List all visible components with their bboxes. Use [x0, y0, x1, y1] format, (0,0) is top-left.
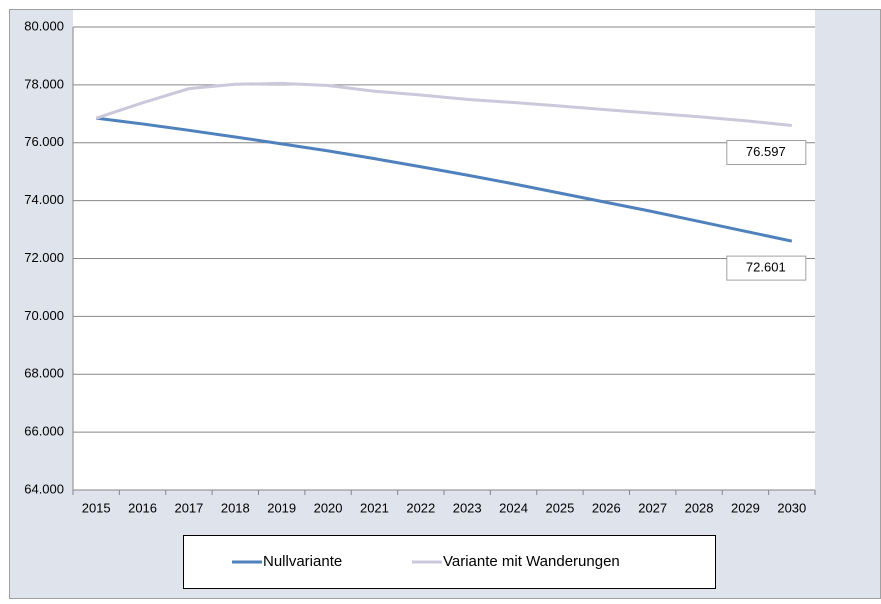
y-tick-label: 64.000: [24, 481, 64, 496]
x-tick-label: 2017: [174, 500, 203, 515]
x-tick-label: 2023: [453, 500, 482, 515]
legend-box: [183, 535, 716, 589]
x-tick-label: 2022: [406, 500, 435, 515]
y-tick-label: 76.000: [24, 134, 64, 149]
x-tick-label: 2021: [360, 500, 389, 515]
x-tick-label: 2018: [221, 500, 250, 515]
series-line: [95, 81, 792, 127]
x-tick-label: 2030: [777, 500, 806, 515]
x-tick-label: 2015: [82, 500, 111, 515]
y-tick-label: 78.000: [24, 76, 64, 91]
x-tick-label: 2024: [499, 500, 528, 515]
series-line: [96, 116, 793, 243]
y-tick-label: 68.000: [24, 366, 64, 381]
data-label-box: [726, 139, 807, 165]
y-tick-label: 80.000: [24, 18, 64, 33]
x-tick-label: 2029: [731, 500, 760, 515]
y-tick-label: 66.000: [24, 424, 64, 439]
y-tick-label: 74.000: [24, 192, 64, 207]
x-tick-label: 2028: [685, 500, 714, 515]
x-tick-label: 2027: [638, 500, 667, 515]
legend-label: Variante mit Wanderungen: [443, 553, 620, 570]
y-tick-label: 72.000: [24, 250, 64, 265]
data-label: 76.597: [746, 144, 786, 159]
x-tick-label: 2020: [314, 500, 343, 515]
x-tick-label: 2016: [128, 500, 157, 515]
x-tick-label: 2026: [592, 500, 621, 515]
y-tick-label: 70.000: [24, 308, 64, 323]
legend-label: Nullvariante: [263, 553, 342, 570]
plot-area: [73, 10, 815, 490]
x-tick-label: 2019: [267, 500, 296, 515]
x-tick-label: 2025: [545, 500, 574, 515]
data-label: 72.601: [746, 260, 786, 275]
data-label-box: [726, 255, 807, 281]
